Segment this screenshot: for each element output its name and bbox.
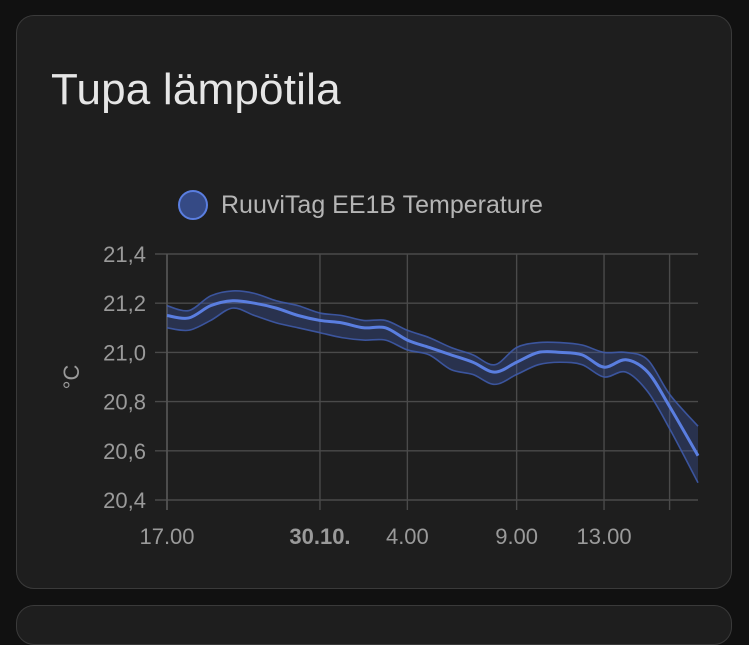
y-tick-label: 20,8	[103, 390, 146, 415]
legend-swatch[interactable]	[178, 190, 208, 220]
history-graph-card: Tupa lämpötila	[16, 15, 732, 589]
series-line	[166, 299, 700, 457]
x-tick-label: 17.00	[139, 524, 194, 549]
y-tick-label: 20,4	[103, 488, 146, 513]
y-tick-label: 21,4	[103, 242, 146, 267]
line-layer	[166, 299, 700, 457]
series-band	[167, 290, 698, 483]
temperature-chart: 21,4 21,2 21,0 20,8 20,6 20,4 17.00 30.10. 4.00 9…	[59, 190, 700, 549]
y-tick-label: 21,2	[103, 291, 146, 316]
card-title: Tupa lämpötila	[51, 65, 341, 114]
legend-layer[interactable]: RuuviTag EE1B Temperature	[178, 190, 543, 220]
series-min-line	[166, 307, 699, 484]
axis-layer: 21,4 21,2 21,0 20,8 20,6 20,4 17.00 30.10. 4.00 9…	[103, 242, 631, 549]
band-layer	[166, 290, 699, 484]
y-tick-label: 21,0	[103, 340, 146, 365]
x-tick-label: 13.00	[577, 524, 632, 549]
y-tick-label: 20,6	[103, 439, 146, 464]
series-max-line	[166, 290, 699, 427]
x-tick-label: 9.00	[495, 524, 538, 549]
y-axis-unit-label: °C	[59, 365, 84, 390]
x-tick-label: 4.00	[386, 524, 429, 549]
legend-label[interactable]: RuuviTag EE1B Temperature	[221, 191, 543, 219]
x-tick-label: 30.10.	[289, 524, 350, 549]
